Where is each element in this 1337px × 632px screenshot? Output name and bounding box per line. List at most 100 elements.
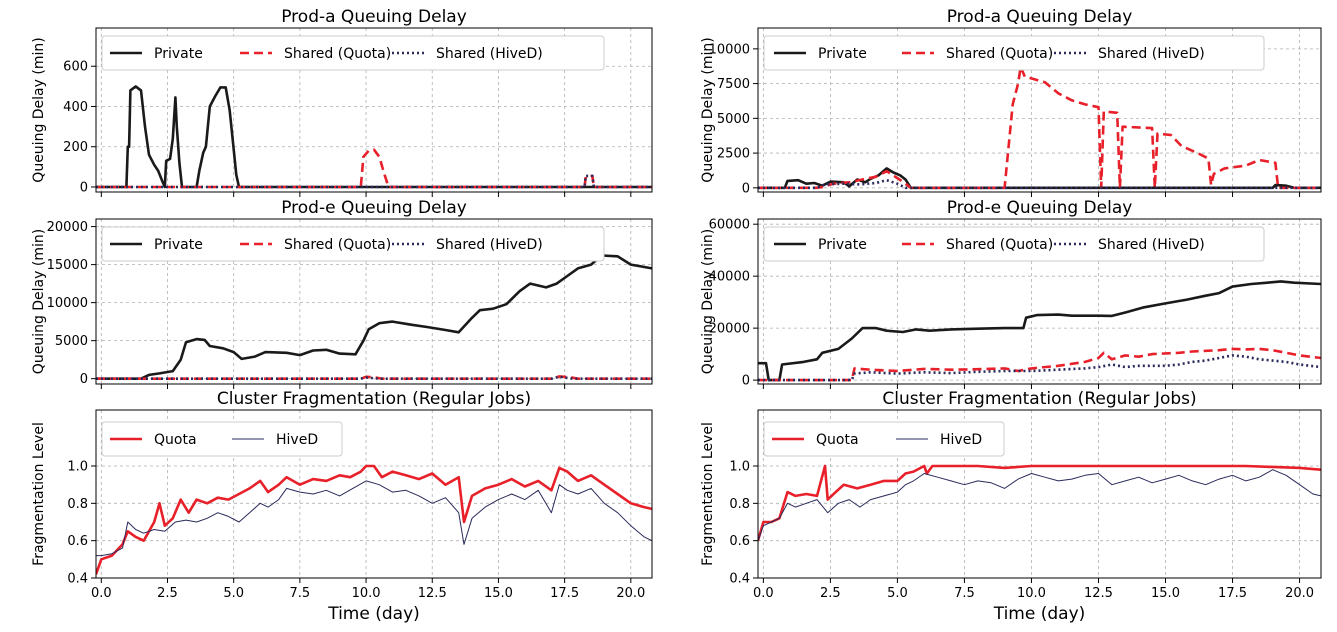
series-line-shared-hived (758, 354, 1321, 382)
legend-label: Shared (HiveD) (436, 46, 543, 62)
panel-title: Prod-e Queuing Delay (947, 198, 1133, 218)
y-tick-label: 0 (80, 180, 88, 195)
panel-title: Prod-a Queuing Delay (947, 7, 1133, 27)
plot-frame (95, 409, 653, 579)
series-line-quota (758, 464, 1321, 542)
x-tick-label: 20.0 (1285, 586, 1314, 601)
legend-label: Shared (Quota) (946, 46, 1053, 62)
y-tick-label: 20000 (47, 220, 88, 235)
y-tick-label: 0.6 (729, 534, 750, 549)
x-axis-label: Time (day) (993, 604, 1086, 624)
plot-frame (757, 409, 1322, 579)
x-tick-label: 20.0 (616, 586, 645, 601)
x-tick-label: 2.5 (820, 586, 841, 601)
x-tick-label: 10.0 (352, 586, 381, 601)
legend-box (763, 226, 1265, 262)
series-line-private (96, 85, 652, 189)
y-tick-label: 0.4 (67, 572, 88, 587)
panel-5: 0.4 0.6 0.8 1.0 0.0 2.5 5.0 7.5 10.0 12.5 15.0 17.5… (31, 389, 653, 624)
panel-title: Cluster Fragmentation (Regular Jobs) (882, 389, 1196, 409)
legend-box (101, 35, 605, 71)
series-line-private (96, 254, 652, 380)
legend-label: Shared (HiveD) (1098, 237, 1205, 253)
legend-label: Shared (Quota) (946, 237, 1053, 253)
plot-frame (757, 218, 1322, 385)
y-tick-label: 600 (63, 60, 88, 75)
legend: Quota HiveD (101, 421, 343, 457)
y-tick-label: 0 (80, 372, 88, 387)
y-tick-label: 15000 (47, 258, 88, 273)
x-tick-label: 0.0 (753, 586, 774, 601)
x-tick-label: 15.0 (484, 586, 513, 601)
y-axis-label: Queuing Delay (min) (700, 229, 716, 374)
y-tick-label: 1.0 (67, 460, 88, 475)
x-tick-label: 12.5 (1084, 586, 1113, 601)
y-axis-label: Fragmentation Level (31, 422, 47, 566)
y-tick-label: 0.8 (729, 497, 750, 512)
y-tick-label: 0 (742, 374, 750, 389)
series-line-shared-hived (96, 375, 652, 380)
x-tick-label: 0.0 (91, 586, 112, 601)
legend-label: HiveD (940, 432, 982, 448)
y-axis-label: Queuing Delay (min) (31, 37, 47, 182)
legend-label: Private (818, 46, 867, 62)
series-line-hived (758, 469, 1321, 541)
y-tick-label: 5000 (55, 334, 88, 349)
plot-frame (95, 27, 653, 193)
y-tick-label: 20000 (709, 322, 750, 337)
y-axis-label: Fragmentation Level (700, 422, 716, 566)
y-tick-label: 5000 (717, 112, 750, 127)
y-tick-label: 0.8 (67, 497, 88, 512)
series-line-shared-hived (758, 178, 1321, 190)
y-tick-label: 0 (742, 181, 750, 196)
series-line-hived (96, 480, 652, 557)
legend: Private Shared (Quota) Shared (HiveD) (101, 226, 605, 262)
y-tick-label: 1.0 (729, 460, 750, 475)
y-tick-label: 0.4 (729, 572, 750, 587)
x-tick-label: 17.5 (1218, 586, 1247, 601)
legend: Private Shared (Quota) Shared (HiveD) (763, 35, 1265, 71)
legend-label: Quota (154, 432, 197, 448)
x-tick-label: 15.0 (1151, 586, 1180, 601)
legend-label: Private (154, 237, 203, 253)
series-line-shared-hived (96, 174, 652, 189)
legend-label: Quota (816, 432, 859, 448)
panel-title: Prod-a Queuing Delay (281, 7, 467, 27)
legend-label: Shared (HiveD) (436, 237, 543, 253)
series-line-private (758, 167, 1321, 190)
legend-label: Private (818, 237, 867, 253)
series-line-private (758, 280, 1321, 382)
legend-box (101, 421, 343, 457)
legend: Quota HiveD (763, 421, 1005, 457)
panel-3: 0 5000 10000 15000 20000 Prod-e Queuing Delay… (31, 198, 653, 389)
y-tick-label: 10000 (47, 296, 88, 311)
x-tick-label: 5.0 (223, 586, 244, 601)
y-tick-label: 0.6 (67, 534, 88, 549)
y-tick-label: 200 (63, 140, 88, 155)
y-tick-label: 2500 (717, 147, 750, 162)
legend-box (763, 35, 1265, 71)
y-tick-label: 400 (63, 100, 88, 115)
legend-box (101, 226, 605, 262)
x-tick-label: 7.5 (290, 586, 311, 601)
y-tick-label: 40000 (709, 270, 750, 285)
panel-title: Prod-e Queuing Delay (281, 198, 467, 218)
x-tick-label: 17.5 (550, 586, 579, 601)
series-line-quota (96, 464, 652, 575)
y-axis-label: Queuing Delay (min) (700, 37, 716, 182)
plot-frame (95, 218, 653, 385)
x-tick-label: 10.0 (1017, 586, 1046, 601)
legend-label: HiveD (276, 432, 318, 448)
y-tick-label: 60000 (709, 218, 750, 233)
panel-6: 0.4 0.6 0.8 1.0 0.0 2.5 5.0 7.5 10.0 12.5 15.0 17.5… (700, 389, 1322, 624)
legend-label: Private (154, 46, 203, 62)
y-tick-label: 7500 (717, 77, 750, 92)
series-line-shared-quota (758, 347, 1321, 382)
legend: Private Shared (Quota) Shared (HiveD) (101, 35, 605, 71)
plot-frame (757, 27, 1322, 193)
legend-box (763, 421, 1005, 457)
legend-label: Shared (Quota) (284, 237, 391, 253)
y-tick-label: 10000 (709, 42, 750, 57)
x-axis-label: Time (day) (327, 604, 420, 624)
